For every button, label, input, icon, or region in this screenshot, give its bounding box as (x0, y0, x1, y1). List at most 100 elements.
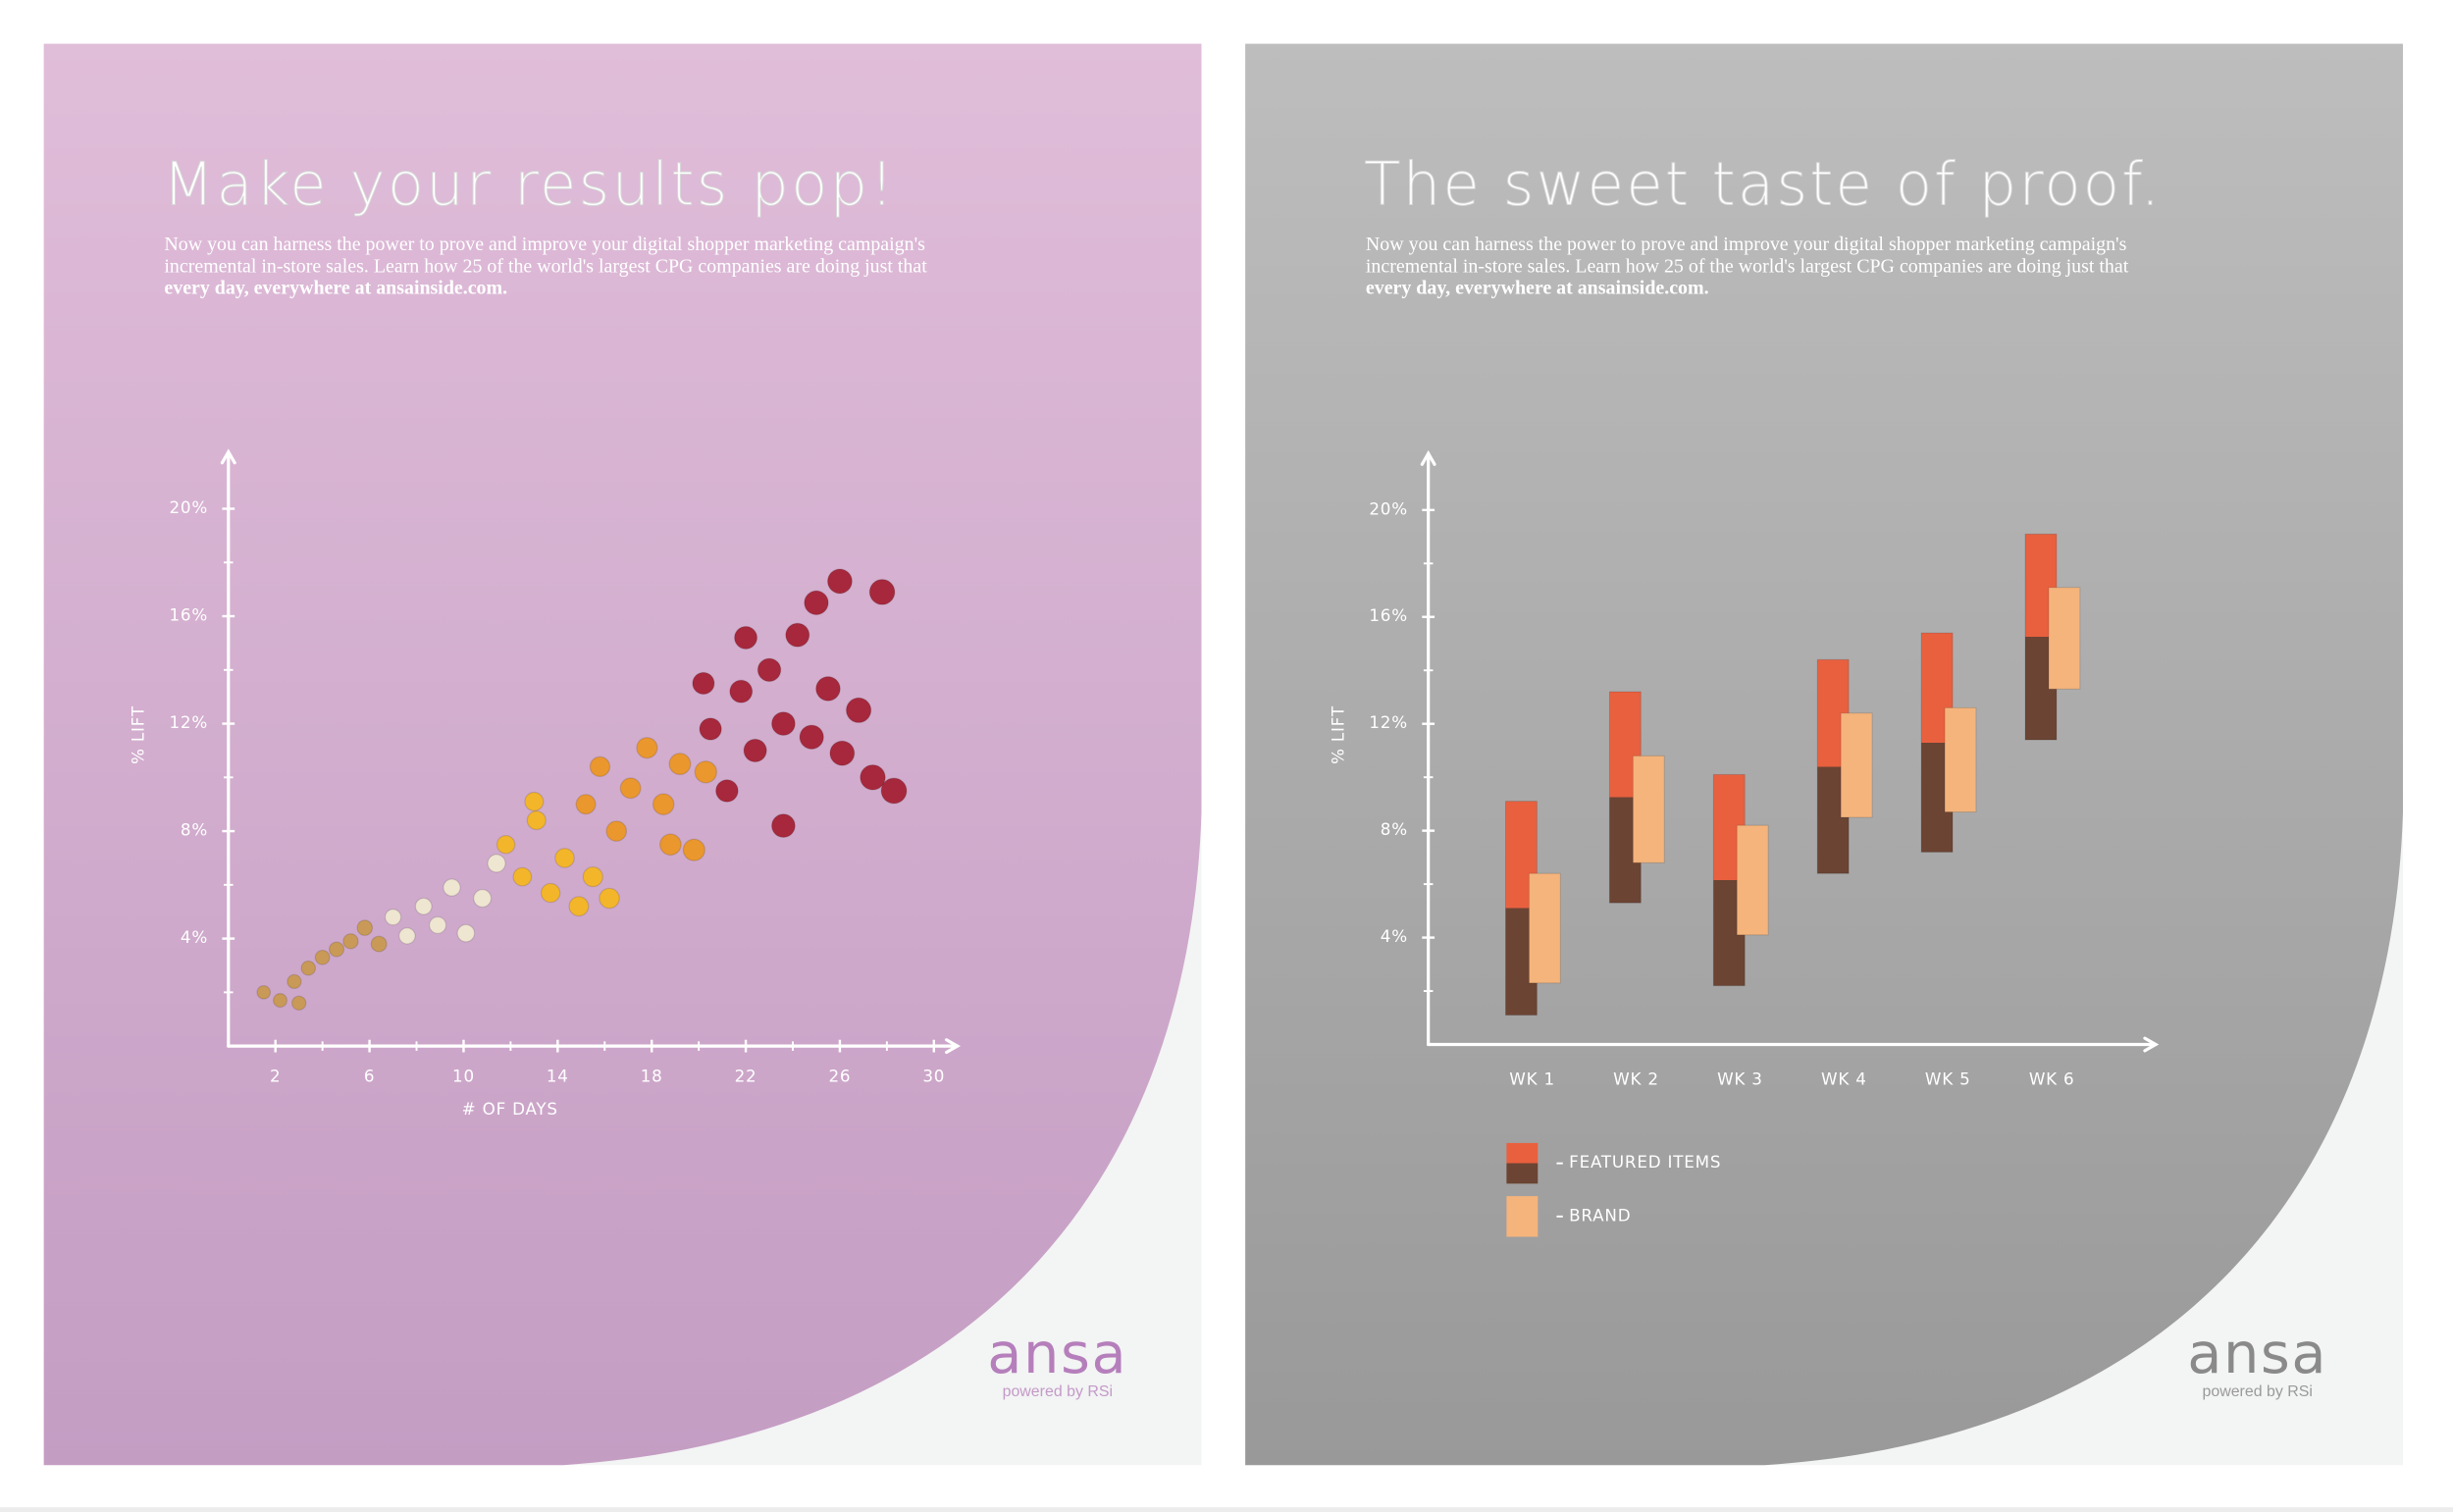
x-tick-label: 26 (828, 1066, 851, 1085)
point (540, 882, 561, 904)
y-axis-label: % LIFT (128, 705, 147, 764)
x-tick-label: 30 (922, 1066, 945, 1085)
y-tick-label: 12% (1369, 712, 1408, 732)
point (398, 927, 416, 945)
x-tick-label: 2 (270, 1066, 281, 1085)
body-line: incremental in-store sales. Learn how 25… (164, 255, 927, 277)
x-axis (227, 1038, 961, 1055)
point (356, 919, 374, 936)
x-tick-label: 14 (547, 1066, 569, 1085)
bar (2048, 587, 2081, 690)
point (668, 753, 692, 776)
point (826, 568, 853, 595)
point (414, 897, 433, 915)
bar (1944, 706, 1977, 813)
body-line: Now you can harness the power to prove a… (1366, 234, 2127, 255)
point (605, 820, 628, 842)
point (652, 793, 675, 815)
x-tick-label: WK 6 (2029, 1069, 2075, 1089)
point (300, 960, 317, 976)
point (568, 896, 590, 917)
logo: ansa (2187, 1321, 2327, 1386)
x-tick-label: WK 3 (1717, 1069, 1763, 1089)
point (829, 740, 856, 766)
legend-swatch (1506, 1142, 1539, 1184)
point (699, 717, 722, 741)
point (526, 810, 547, 831)
point (804, 590, 829, 616)
legend-label: FEATURED ITEMS (1569, 1152, 1721, 1172)
x-tick-label: WK 4 (1821, 1069, 1867, 1089)
body-line: incremental in-store sales. Learn how 25… (1366, 255, 2129, 277)
point (575, 794, 597, 815)
x-tick-label: 10 (452, 1066, 475, 1085)
point (860, 763, 886, 791)
body-line: every day, everywhere at ansainside.com. (1366, 278, 1709, 299)
y-tick-label: 8% (181, 820, 208, 840)
logo-sub: powered by RSi (2202, 1383, 2312, 1400)
point (694, 760, 718, 784)
point (496, 835, 516, 855)
point (582, 866, 603, 888)
point (880, 777, 908, 805)
point (554, 848, 575, 868)
logo: ansa (987, 1321, 1127, 1386)
y-tick-label: 16% (1369, 605, 1408, 625)
body-line: every day, everywhere at ansainside.com. (164, 278, 507, 299)
point (384, 909, 402, 926)
y-axis-label: % LIFT (1328, 705, 1347, 764)
point (757, 657, 782, 683)
point (456, 923, 476, 943)
point (743, 738, 767, 763)
bar (1736, 824, 1769, 936)
point (487, 854, 506, 873)
bar (1528, 872, 1561, 984)
y-tick-label: 12% (169, 712, 208, 732)
x-tick-label: 22 (735, 1066, 757, 1085)
poster-left-panel (43, 43, 1202, 1466)
point (473, 889, 493, 909)
x-axis (1427, 1036, 2160, 1053)
y-tick-label: 20% (1369, 498, 1408, 518)
legend-swatch (1506, 1196, 1539, 1237)
point (770, 813, 796, 839)
bar (1840, 712, 1873, 818)
point (512, 866, 533, 887)
point (328, 941, 345, 958)
headline: The sweet taste of proof. (1364, 151, 2162, 220)
point (290, 995, 307, 1012)
point (524, 791, 545, 811)
x-tick-label: WK 2 (1613, 1069, 1659, 1089)
y-tick-label: 8% (1381, 819, 1408, 839)
point (599, 887, 620, 910)
x-tick-label: 18 (641, 1066, 663, 1085)
point (342, 933, 359, 950)
point (799, 724, 824, 750)
point (370, 935, 388, 953)
point (682, 838, 705, 861)
y-tick-label: 4% (1381, 926, 1408, 946)
point (256, 984, 272, 1000)
point (636, 737, 658, 759)
point (714, 779, 739, 803)
y-tick-label: 16% (169, 605, 208, 625)
point (443, 878, 461, 897)
y-axis (220, 448, 236, 1048)
legend-label: BRAND (1569, 1205, 1631, 1225)
headline: Make your results pop! (163, 151, 896, 220)
point (589, 756, 611, 778)
point (868, 578, 896, 605)
bottom-rule (0, 1507, 2453, 1512)
y-tick-label: 20% (169, 497, 208, 517)
x-tick-label: WK 1 (1509, 1069, 1555, 1089)
point (429, 915, 447, 934)
body-line: Now you can harness the power to prove a… (164, 234, 925, 255)
y-tick-label: 4% (181, 927, 208, 947)
point (729, 679, 754, 704)
point (619, 777, 642, 800)
bar (1632, 755, 1665, 863)
point (272, 993, 288, 1009)
point (770, 711, 796, 737)
